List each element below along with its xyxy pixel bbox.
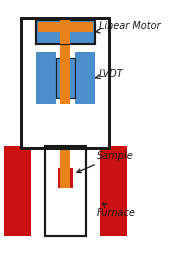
Bar (75, 52, 95, 104)
Bar (61, 20, 70, 104)
Text: Linear Motor: Linear Motor (96, 21, 160, 33)
Text: LVDT: LVDT (96, 69, 123, 79)
Bar (45, 146, 86, 236)
Bar (22, 18, 109, 148)
Bar (61, 20, 70, 44)
Bar (4, 146, 31, 236)
Text: Sample: Sample (77, 151, 133, 173)
Bar (38, 22, 93, 32)
Bar (22, 18, 109, 148)
Bar (58, 168, 73, 188)
Bar (100, 146, 127, 236)
Bar (38, 22, 93, 32)
Bar (45, 146, 86, 236)
Bar (61, 44, 70, 168)
Bar (56, 58, 75, 98)
Bar (36, 20, 95, 44)
Bar (36, 52, 56, 104)
Bar (61, 20, 70, 44)
Text: Furnace: Furnace (97, 203, 135, 218)
Bar (36, 20, 95, 44)
Bar (61, 168, 70, 188)
